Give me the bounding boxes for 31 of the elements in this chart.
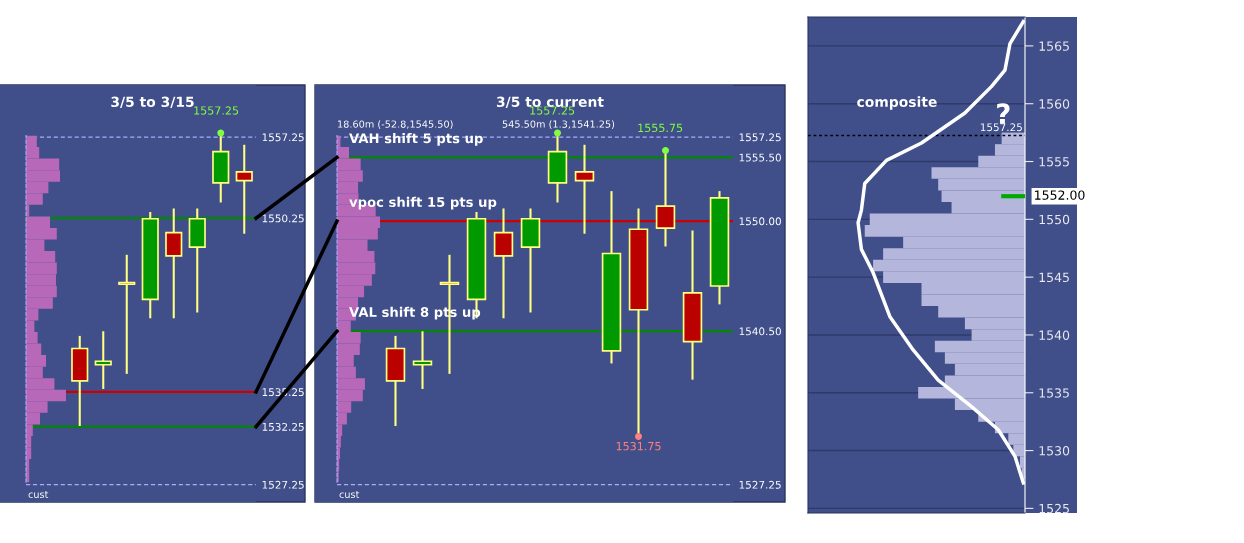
y-tick-label: 1540.50: [739, 327, 781, 336]
y-tick-label: 1550.25: [262, 214, 304, 223]
annotation: 545.50m (1.3,1541.25): [502, 120, 615, 129]
y-tick-label: 1560: [1039, 99, 1070, 109]
text: cust: [28, 491, 49, 499]
annotation: 1531.75: [616, 441, 661, 451]
y-tick-label: 1527.25: [262, 480, 304, 489]
y-tick-label: 1557.25: [262, 133, 304, 142]
y-tick-label: 1535: [1039, 388, 1069, 398]
y-tick-label: 1557.25: [739, 133, 781, 142]
annotation: 18.60m (-52.8,1545.50): [338, 120, 453, 129]
annotation: 1557.25: [194, 106, 239, 115]
y-tick-label: 1532.25: [262, 422, 304, 431]
annotation: ?: [997, 103, 1010, 124]
ref-line-label: 1557.25: [980, 123, 1022, 132]
y-tick-label: 1530: [1039, 446, 1070, 456]
annotation: VAH shift 5 pts up: [349, 133, 483, 146]
y-tick-label: 1540: [1039, 330, 1070, 340]
text: composite: [857, 96, 937, 110]
y-tick-label: 1550.00: [739, 217, 781, 226]
ref-line-label: 1552.00: [1035, 190, 1085, 200]
text: cust: [339, 491, 360, 499]
text: 3/5 to 3/15: [111, 96, 194, 109]
y-tick-label: 1545: [1039, 272, 1069, 283]
y-tick-label: 1550: [1039, 214, 1070, 225]
y-tick-label: 1565: [1039, 41, 1069, 51]
y-tick-label: 1525: [1039, 503, 1069, 514]
y-tick-label: 1555.50: [739, 153, 781, 162]
y-tick-label: 1555: [1039, 157, 1069, 167]
y-tick-label: 1527.25: [739, 480, 781, 489]
annotation: 1555.75: [638, 123, 683, 133]
